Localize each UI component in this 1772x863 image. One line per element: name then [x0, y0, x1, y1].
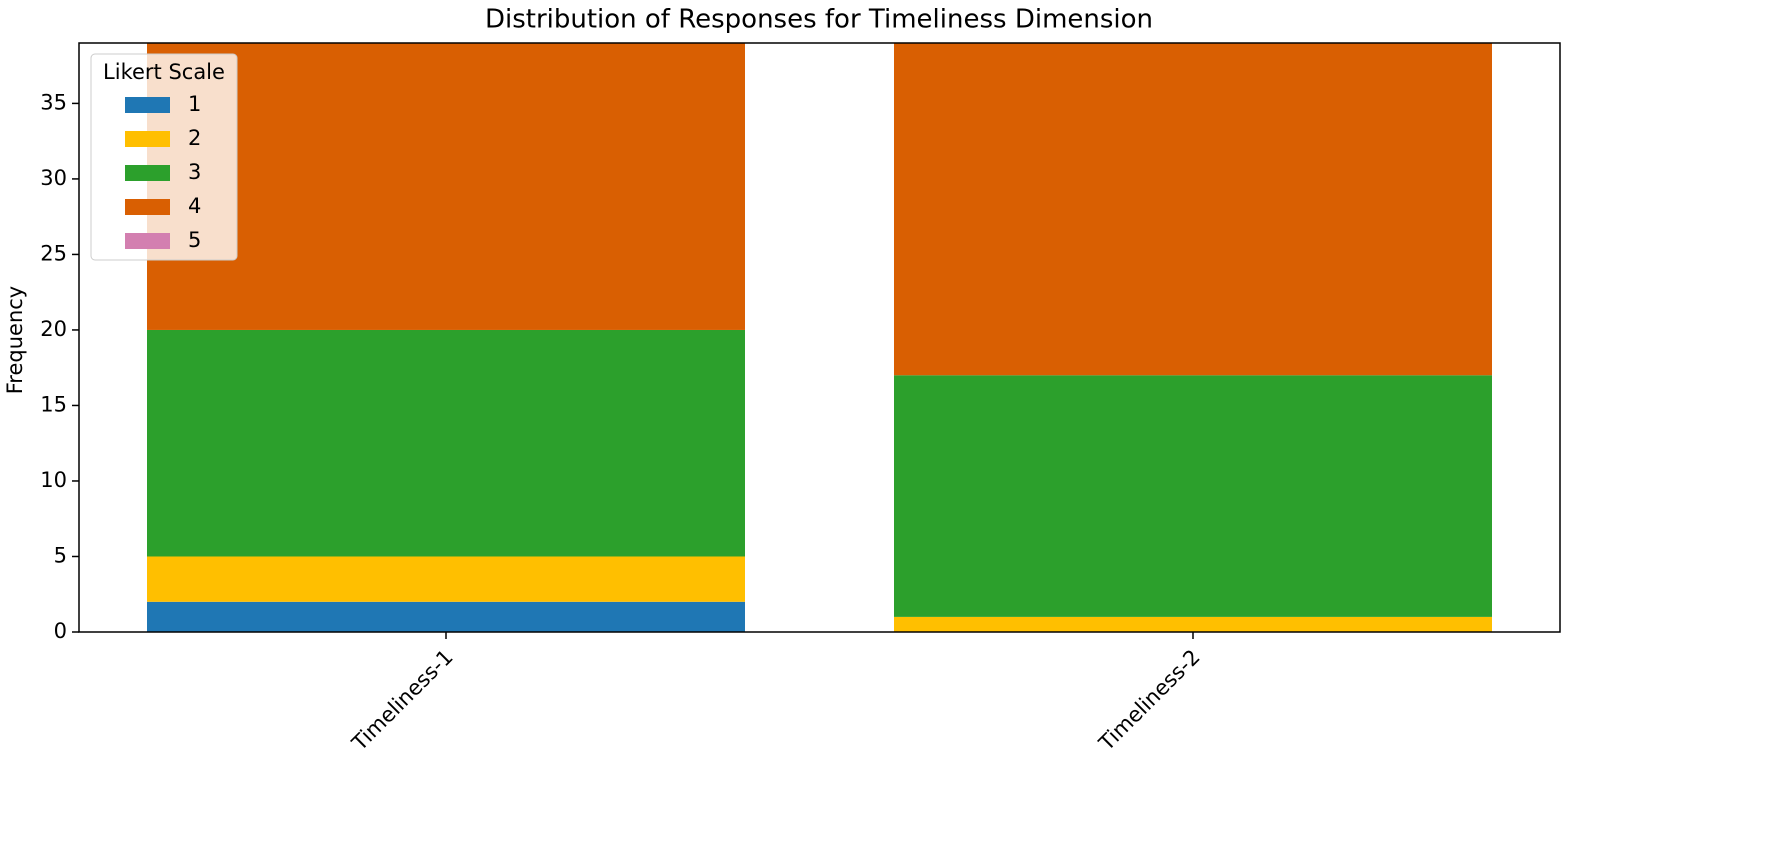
y-tick-label: 0 — [54, 619, 67, 643]
bar-segment — [147, 601, 745, 632]
y-tick-label: 15 — [40, 392, 67, 416]
legend-box — [90, 53, 238, 261]
y-tick-label: 5 — [54, 543, 67, 567]
y-tick-label: 20 — [40, 317, 67, 341]
x-tick-label: Timeliness-1 — [347, 645, 458, 756]
y-axis-label: Frequency — [3, 286, 27, 395]
y-tick-label: 35 — [40, 90, 67, 114]
plot-frame — [78, 42, 1561, 633]
y-tick-label: 10 — [40, 468, 67, 492]
legend-label: 1 — [188, 92, 201, 116]
legend-label: 3 — [188, 160, 201, 184]
legend-swatch — [125, 199, 170, 215]
legend-swatch — [125, 97, 170, 113]
legend-swatch — [125, 233, 170, 249]
bar-segment — [147, 43, 745, 330]
legend-label: 2 — [188, 126, 201, 150]
legend-title: Likert Scale — [103, 60, 225, 84]
bar-segment — [894, 43, 1492, 376]
bar-segment — [147, 329, 745, 557]
legend-swatch — [125, 131, 170, 147]
legend-swatch — [125, 165, 170, 181]
y-tick-label: 30 — [40, 166, 67, 190]
y-tick-label: 25 — [40, 241, 67, 265]
chart-title: Distribution of Responses for Timeliness… — [485, 5, 1153, 35]
legend-label: 4 — [188, 194, 201, 218]
legend-label: 5 — [188, 228, 201, 252]
bar-segment — [147, 556, 745, 602]
bar-segment — [894, 616, 1492, 632]
x-tick-label: Timeliness-2 — [1094, 645, 1205, 756]
bar-segment — [894, 375, 1492, 617]
